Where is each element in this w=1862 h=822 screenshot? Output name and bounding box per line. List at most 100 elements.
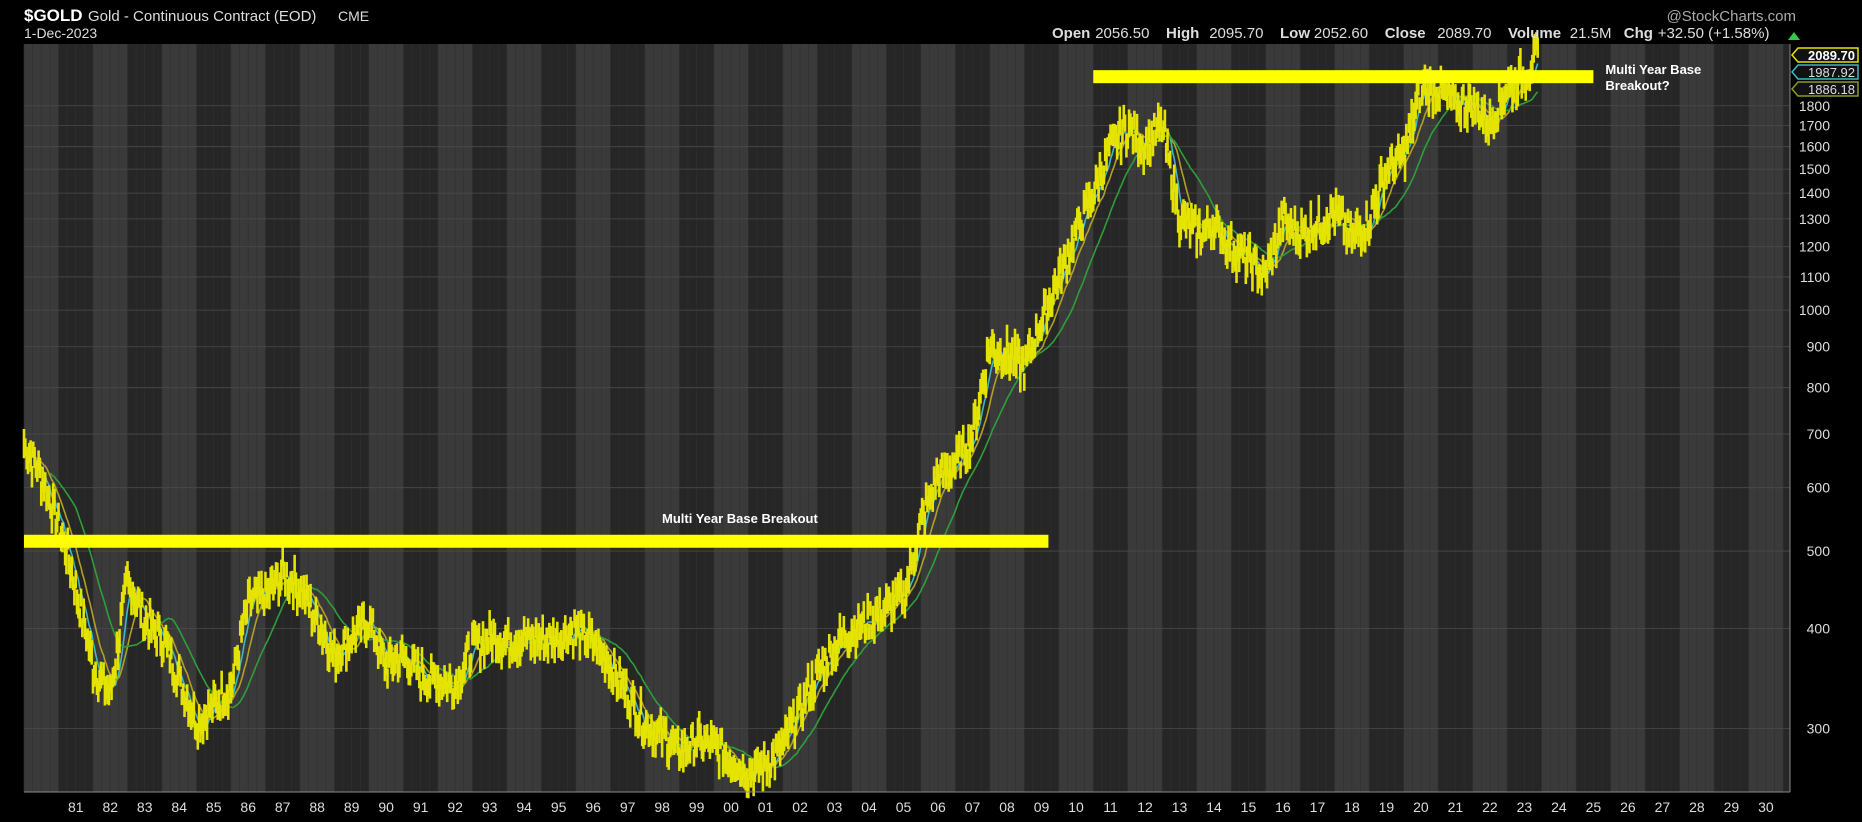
year-tick-label: 94	[516, 799, 532, 815]
year-tick-label: 26	[1620, 799, 1636, 815]
year-tick-label: 92	[447, 799, 463, 815]
symbol-label: $GOLD	[24, 6, 83, 25]
year-tick-label: 04	[861, 799, 877, 815]
year-tick-label: 85	[206, 799, 222, 815]
price-gridlines	[24, 105, 1790, 730]
price-tick-label: 1100	[1800, 269, 1830, 285]
year-tick-label: 27	[1655, 799, 1671, 815]
price-tag-value: 1987.92	[1808, 65, 1855, 80]
year-tick-label: 03	[827, 799, 843, 815]
year-tick-label: 84	[171, 799, 187, 815]
year-tick-label: 82	[102, 799, 118, 815]
year-tick-label: 23	[1517, 799, 1533, 815]
ohlc-value: 2089.70	[1437, 25, 1491, 42]
ohlc-value: 21.5M	[1570, 25, 1612, 42]
price-tick-label: 1800	[1799, 98, 1830, 114]
up-arrow-icon	[1788, 32, 1800, 40]
year-tick-label: 14	[1206, 799, 1222, 815]
year-tick-label: 22	[1482, 799, 1498, 815]
year-tick-label: 02	[792, 799, 808, 815]
price-tag-value: 1886.18	[1808, 82, 1855, 97]
year-tick-label: 06	[930, 799, 946, 815]
year-tick-label: 17	[1310, 799, 1326, 815]
breakout-annotation-label-line2: Breakout?	[1605, 78, 1669, 93]
price-tag-box	[1791, 64, 1859, 80]
price-tick-label: 600	[1807, 480, 1831, 496]
ohlc-label: High	[1166, 25, 1199, 42]
year-tick-label: 83	[137, 799, 153, 815]
ohlc-value: +32.50 (+1.58%)	[1658, 25, 1770, 42]
price-axis: 300 400 500 600 700 800 900 1000 1100 1200 1300 140…	[1789, 44, 1859, 792]
price-tag-box	[1791, 81, 1859, 97]
ohlc-value: 2056.50	[1095, 25, 1149, 42]
ohlc-readout: Open 2056.50 High 2095.70 Low 2052.60 Close 208…	[1052, 25, 1769, 42]
year-tick-label: 00	[723, 799, 739, 815]
year-tick-label: 21	[1448, 799, 1464, 815]
year-tick-label: 12	[1137, 799, 1153, 815]
year-tick-label: 29	[1724, 799, 1740, 815]
price-tick-label: 500	[1807, 543, 1831, 559]
price-tick-label: 300	[1807, 721, 1831, 737]
price-tick-label: 900	[1807, 339, 1831, 355]
year-tick-label: 95	[551, 799, 567, 815]
ohlc-label: Low	[1280, 25, 1310, 42]
price-tick-label: 1300	[1799, 211, 1830, 227]
price-tick-label: 1400	[1799, 185, 1830, 201]
price-tick-label: 400	[1807, 621, 1831, 637]
breakout-annotation-label: Multi Year Base Breakout	[662, 511, 818, 526]
price-tag-box	[1791, 47, 1859, 63]
year-tick-label: 91	[413, 799, 429, 815]
year-axis: 81 82 83 84 85 86 87 88 89 90 91 92 93 94 95 96 97 98 99 00…	[24, 791, 1790, 815]
breakout-annotation-label: Multi Year Base	[1605, 62, 1701, 77]
year-tick-label: 09	[1034, 799, 1050, 815]
year-tick-label: 90	[378, 799, 394, 815]
year-tick-label: 88	[309, 799, 325, 815]
price-tag-value: 2089.70	[1808, 48, 1855, 63]
year-tick-label: 98	[654, 799, 670, 815]
year-tick-label: 13	[1172, 799, 1188, 815]
breakout-level-bar	[1093, 70, 1594, 84]
year-tick-label: 08	[999, 799, 1015, 815]
year-tick-label: 81	[68, 799, 84, 815]
price-tick-label: 1600	[1799, 139, 1830, 155]
year-tick-label: 20	[1413, 799, 1429, 815]
year-tick-label: 97	[620, 799, 636, 815]
breakout-level-bar	[24, 534, 1049, 548]
price-tick-label: 1700	[1799, 118, 1830, 134]
year-tick-label: 07	[965, 799, 981, 815]
exchange-label: CME	[338, 8, 369, 24]
year-tick-label: 01	[758, 799, 774, 815]
year-tick-label: 24	[1551, 799, 1567, 815]
year-tick-label: 10	[1068, 799, 1084, 815]
ohlc-value: 2095.70	[1209, 25, 1263, 42]
price-tick-label: 1000	[1799, 302, 1830, 318]
year-tick-label: 19	[1379, 799, 1395, 815]
ohlc-label: Close	[1385, 25, 1426, 42]
year-tick-label: 18	[1344, 799, 1360, 815]
description-label: Gold - Continuous Contract (EOD)	[88, 8, 316, 25]
year-tick-label: 89	[344, 799, 360, 815]
year-tick-label: 86	[240, 799, 256, 815]
price-tick-label: 1500	[1799, 161, 1830, 177]
year-tick-label: 28	[1689, 799, 1705, 815]
date-label: 1-Dec-2023	[24, 25, 97, 41]
annotations-layer: Multi Year Base Breakout Multi Year BaseB…	[24, 62, 1701, 548]
year-tick-label: 30	[1758, 799, 1774, 815]
ohlc-label: Open	[1052, 25, 1090, 42]
ohlc-value: 2052.60	[1314, 25, 1368, 42]
price-tick-label: 800	[1807, 380, 1831, 396]
price-tick-label: 1200	[1799, 239, 1830, 255]
price-tick-label: 700	[1807, 426, 1831, 442]
year-tick-label: 96	[585, 799, 601, 815]
year-tick-label: 87	[275, 799, 291, 815]
year-tick-label: 11	[1103, 799, 1118, 815]
year-tick-label: 15	[1241, 799, 1257, 815]
watermark: @StockCharts.com	[1667, 8, 1796, 25]
year-tick-label: 16	[1275, 799, 1291, 815]
ohlc-label: Volume	[1508, 25, 1561, 42]
year-tick-label: 05	[896, 799, 912, 815]
plot-area	[24, 44, 1790, 792]
year-tick-label: 25	[1586, 799, 1602, 815]
year-tick-label: 93	[482, 799, 498, 815]
